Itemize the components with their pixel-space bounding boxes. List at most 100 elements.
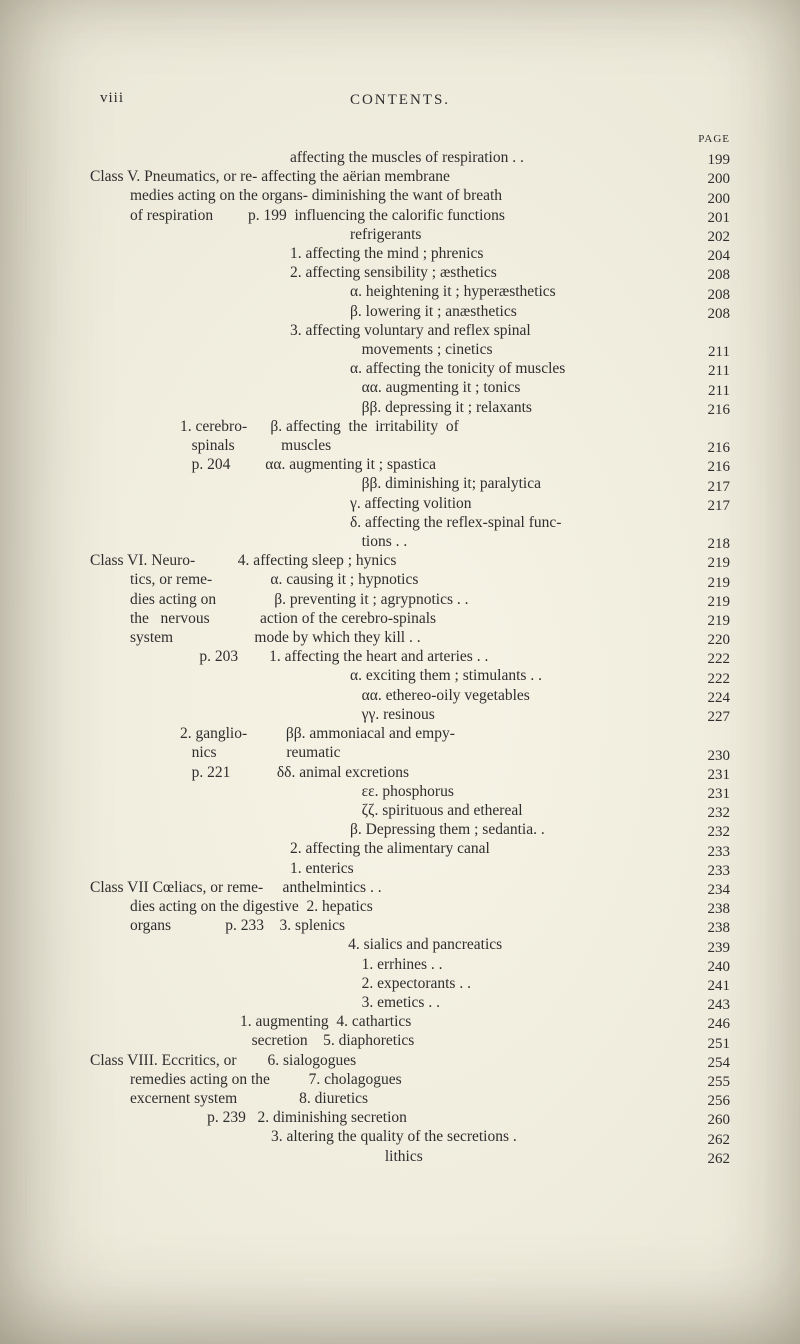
contents-line: 3. affecting voluntary and reflex spinal <box>90 321 680 340</box>
page-ref: 234 <box>680 881 730 900</box>
contents-line: δ. affecting the reflex-spinal func- <box>90 513 680 532</box>
page-ref <box>680 516 730 535</box>
page-ref: 254 <box>680 1054 730 1073</box>
contents-line: medies acting on the organs- diminishing… <box>90 186 680 205</box>
contents-line: tics, or reme- α. causing it ; hypnotics <box>90 570 680 589</box>
contents-line: ββ. depressing it ; relaxants <box>90 398 680 417</box>
page-ref: 201 <box>680 209 730 228</box>
page-ref: 216 <box>680 401 730 420</box>
page-ref: 224 <box>680 689 730 708</box>
page-ref: 239 <box>680 939 730 958</box>
page-ref: 238 <box>680 919 730 938</box>
contents-line: excernent system 8. diuretics <box>90 1089 680 1108</box>
page-ref: 219 <box>680 554 730 573</box>
contents-line: ζζ. spirituous and ethereal <box>90 801 680 820</box>
page-ref: 208 <box>680 266 730 285</box>
contents-line: the nervous action of the cerebro-spinal… <box>90 609 680 628</box>
page-label: PAGE <box>680 130 730 151</box>
page-ref: 200 <box>680 190 730 209</box>
contents-line: of respiration p. 199 influencing the ca… <box>90 206 680 225</box>
contents-line: dies acting on the digestive 2. hepatics <box>90 897 680 916</box>
contents-line: 1. augmenting 4. cathartics <box>90 1012 680 1031</box>
contents-line: spinals muscles <box>90 436 680 455</box>
contents-line: Class VIII. Eccritics, or 6. sialogogues <box>90 1051 680 1070</box>
page-ref: 255 <box>680 1073 730 1092</box>
page-ref: 219 <box>680 574 730 593</box>
page-ref: 222 <box>680 670 730 689</box>
page-ref: 211 <box>680 362 730 381</box>
page-ref: 262 <box>680 1131 730 1150</box>
contents-line: 3. emetics . . <box>90 993 680 1012</box>
contents-line: αα. ethereo-oily vegetables <box>90 686 680 705</box>
page-ref <box>680 420 730 439</box>
page-ref: 217 <box>680 478 730 497</box>
page-ref: 246 <box>680 1015 730 1034</box>
page-ref: 202 <box>680 228 730 247</box>
contents-line: p. 203 1. affecting the heart and arteri… <box>90 647 680 666</box>
contents-body: affecting the muscles of respiration . .… <box>90 148 680 1166</box>
contents-line: p. 204 αα. augmenting it ; spastica <box>90 455 680 474</box>
contents-line: 2. ganglio- ββ. ammoniacal and empy- <box>90 724 680 743</box>
page-ref: 232 <box>680 823 730 842</box>
contents-line: tions . . <box>90 532 680 551</box>
page-ref: 220 <box>680 631 730 650</box>
contents-line: γ. affecting volition <box>90 494 680 513</box>
contents-line: α. affecting the tonicity of muscles <box>90 359 680 378</box>
contents-line: α. heightening it ; hyperæsthetics <box>90 282 680 301</box>
page-ref: 211 <box>680 382 730 401</box>
contents-line: movements ; cinetics <box>90 340 680 359</box>
page-ref: 262 <box>680 1150 730 1169</box>
contents-line: refrigerants <box>90 225 680 244</box>
contents-line: p. 239 2. diminishing secretion <box>90 1108 680 1127</box>
contents-line: α. exciting them ; stimulants . . <box>90 666 680 685</box>
page-ref: 233 <box>680 843 730 862</box>
page-ref: 200 <box>680 170 730 189</box>
page-ref: 204 <box>680 247 730 266</box>
running-head: CONTENTS. <box>0 92 800 109</box>
contents-line: β. lowering it ; anæsthetics <box>90 302 680 321</box>
page-ref: 251 <box>680 1035 730 1054</box>
contents-line: affecting the muscles of respiration . . <box>90 148 680 167</box>
page-ref: 217 <box>680 497 730 516</box>
contents-line: p. 221 δδ. animal excretions <box>90 763 680 782</box>
page-ref: 208 <box>680 286 730 305</box>
page-number-column: PAGE 199200200201202204208208208 2112112… <box>680 130 730 1169</box>
contents-line: 2. affecting the alimentary canal <box>90 839 680 858</box>
page-ref: 231 <box>680 766 730 785</box>
contents-line: organs p. 233 3. splenics <box>90 916 680 935</box>
contents-line: 1. cerebro- β. affecting the irritabilit… <box>90 417 680 436</box>
page-ref <box>680 324 730 343</box>
contents-line: nics reumatic <box>90 743 680 762</box>
contents-line: secretion 5. diaphoretics <box>90 1031 680 1050</box>
page-ref: 227 <box>680 708 730 727</box>
contents-line: αα. augmenting it ; tonics <box>90 378 680 397</box>
contents-line: Class VII Cœliacs, or reme- anthelmintic… <box>90 878 680 897</box>
contents-line: 3. altering the quality of the secretion… <box>90 1127 680 1146</box>
contents-line: 1. enterics <box>90 859 680 878</box>
page-ref: 216 <box>680 439 730 458</box>
contents-line: 1. errhines . . <box>90 955 680 974</box>
page-ref: 233 <box>680 862 730 881</box>
contents-line: dies acting on β. preventing it ; agrypn… <box>90 590 680 609</box>
contents-line: Class VI. Neuro- 4. affecting sleep ; hy… <box>90 551 680 570</box>
page-ref: 240 <box>680 958 730 977</box>
page-ref: 208 <box>680 305 730 324</box>
page-ref: 232 <box>680 804 730 823</box>
contents-line: lithics <box>90 1147 680 1166</box>
page-ref: 231 <box>680 785 730 804</box>
page-ref: 238 <box>680 900 730 919</box>
contents-line: 2. affecting sensibility ; æsthetics <box>90 263 680 282</box>
page-ref: 256 <box>680 1092 730 1111</box>
page-ref: 243 <box>680 996 730 1015</box>
page-ref: 199 <box>680 151 730 170</box>
contents-line: εε. phosphorus <box>90 782 680 801</box>
contents-line: Class V. Pneumatics, or re- affecting th… <box>90 167 680 186</box>
contents-line: γγ. resinous <box>90 705 680 724</box>
page-ref: 230 <box>680 747 730 766</box>
page-ref: 260 <box>680 1111 730 1130</box>
contents-line: system mode by which they kill . . <box>90 628 680 647</box>
contents-line: 2. expectorants . . <box>90 974 680 993</box>
page-ref: 219 <box>680 612 730 631</box>
page-ref: 216 <box>680 458 730 477</box>
page-ref <box>680 727 730 746</box>
